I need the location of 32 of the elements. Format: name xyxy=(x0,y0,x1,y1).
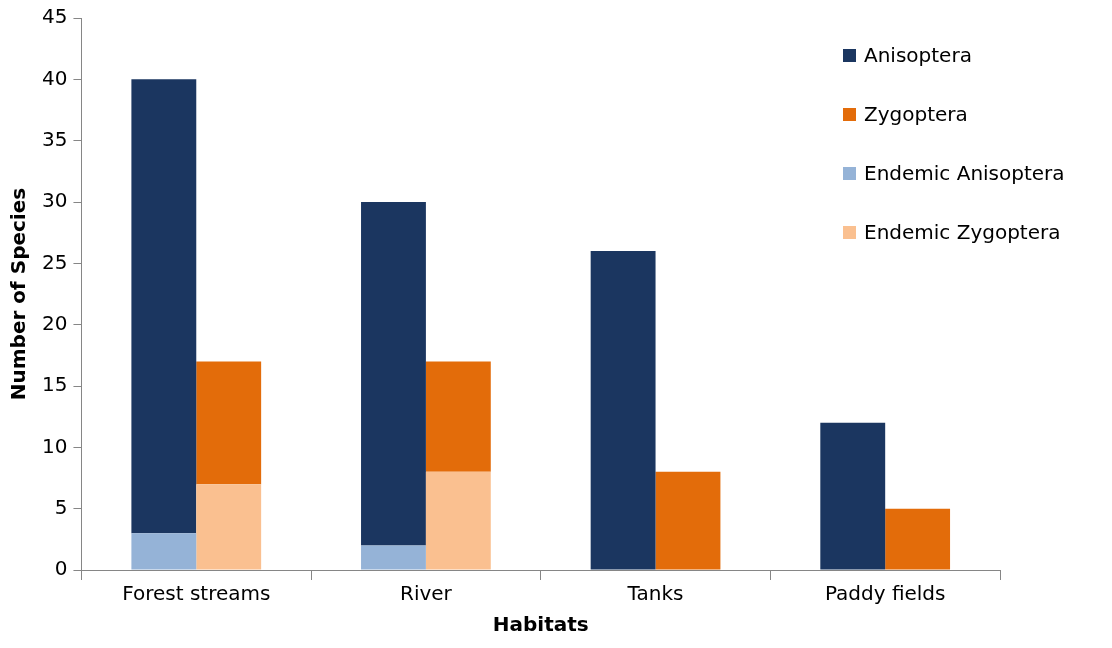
x-tick-label: Paddy fields xyxy=(824,581,946,606)
y-axis-title: Number of Species xyxy=(6,187,31,401)
y-tick-label: 10 xyxy=(42,433,68,458)
bar xyxy=(196,484,262,570)
x-tick-label: Forest streams xyxy=(122,581,271,606)
y-tick-label: 20 xyxy=(42,310,68,335)
bar xyxy=(425,471,491,570)
legend-label: Endemic Zygoptera xyxy=(864,220,1061,244)
bar xyxy=(361,202,426,546)
bar xyxy=(361,545,426,570)
x-tick-label: River xyxy=(399,581,453,606)
legend-label: Endemic Anisoptera xyxy=(864,161,1065,185)
legend-label: Zygoptera xyxy=(864,102,968,126)
bar xyxy=(590,251,656,570)
x-tick-label: Tanks xyxy=(626,581,684,606)
bar xyxy=(425,361,491,472)
y-tick-label: 15 xyxy=(42,372,68,397)
y-tick-label: 25 xyxy=(42,249,68,274)
bar xyxy=(655,471,721,570)
y-tick-label: 40 xyxy=(42,65,68,90)
bar xyxy=(885,508,951,570)
bar xyxy=(131,79,197,534)
y-tick-label: 30 xyxy=(42,188,68,213)
y-tick-label: 0 xyxy=(54,556,68,581)
y-tick-label: 35 xyxy=(42,126,68,151)
y-tick-label: 45 xyxy=(42,4,68,29)
x-axis-title: Habitats xyxy=(492,612,589,637)
legend-label: Anisoptera xyxy=(864,43,972,67)
bar xyxy=(820,422,886,570)
bar xyxy=(131,533,197,570)
bar xyxy=(196,361,262,485)
y-tick-label: 5 xyxy=(54,494,68,519)
